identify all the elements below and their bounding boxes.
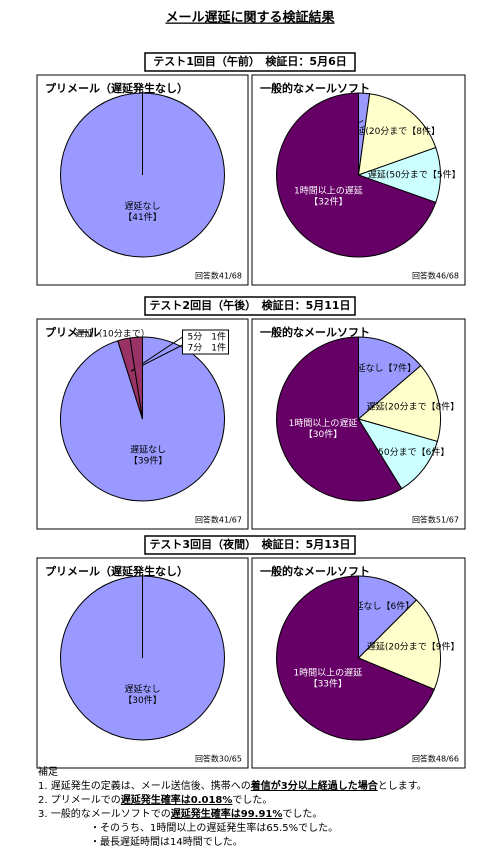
chart-note: 回答数41/67 (195, 515, 242, 525)
note-text: 2. プリメールでの (38, 795, 121, 806)
slice-label: 【39件】 (129, 454, 167, 466)
note-text: とします。 (377, 781, 427, 792)
chart-title: プリメール (45, 325, 100, 339)
slice-label: 遅延なし (130, 443, 166, 455)
chart-title: プリメール（遅延発生なし） (45, 81, 188, 95)
slice-label: 1時間以上の遅延 (294, 184, 363, 196)
chart-title: 一般的なメールソフト (260, 325, 370, 339)
slice-label: 遅延(50分まで【5件】 (368, 169, 461, 181)
section-box (144, 535, 356, 555)
slice-label: 遅延なし (124, 200, 160, 212)
chart-note: 回答数48/66 (412, 754, 459, 764)
pie-slice (357, 93, 437, 176)
slice-label: 遅延なし【6件】 (345, 600, 414, 612)
chart-title: 一般的なメールソフト (260, 564, 370, 578)
note-emphasis: 着信が3分以上経過した場合 (250, 781, 378, 792)
note-item: 1. 遅延発生の定義は、メール送信後、携帯への着信が3分以上経過した場合とします… (38, 780, 427, 794)
pie-slice (276, 575, 435, 741)
section-header: テスト3回目（夜間） 検証日：5月13日 (149, 537, 350, 551)
slice-label: 5分 1件 (188, 331, 226, 343)
chart-note: 回答数30/65 (195, 754, 242, 764)
chart-note: 回答数51/67 (412, 515, 459, 525)
slice-label: 【41件】 (123, 211, 161, 223)
section-header: テスト2回目（午後） 検証日：5月11日 (149, 298, 350, 312)
pie-slice (358, 575, 418, 660)
notes: 補足 1. 遅延発生の定義は、メール送信後、携帯への着信が3分以上経過した場合と… (38, 766, 427, 850)
slice-label: 1時間以上の遅延 (293, 667, 362, 679)
slice-label: 【33件】 (309, 678, 347, 690)
chart-title: 一般的なメールソフト (260, 81, 370, 95)
note-item: 2. プリメールでの遅延発生確率は0.018%でした。 (38, 794, 427, 808)
page-title: メール遅延に関する検証結果 (165, 10, 334, 26)
pie-slice (357, 599, 441, 691)
pie-slice (129, 336, 143, 420)
note-text: 1. 遅延発生の定義は、メール送信後、携帯への (38, 781, 251, 792)
section-box (144, 52, 356, 72)
slice-label: 【30件】 (123, 694, 161, 706)
note-sub-item: ・そのうち、1時間以上の遅延発生率は65.5%でした。 (90, 823, 339, 834)
chart-title: プリメール（遅延発生なし） (45, 564, 188, 578)
note-text: でした。 (282, 809, 323, 820)
notes-heading: 補足 (38, 767, 58, 778)
slice-label: 遅延なし【7件】 (347, 362, 416, 374)
chart-note: 回答数46/68 (412, 271, 459, 281)
slice-label: 遅延(20分まで【8件】 (347, 125, 440, 137)
chart-note: 回答数41/68 (195, 271, 242, 281)
slice-label: 遅延(20分まで【8件】 (367, 401, 460, 413)
pie-slice (357, 364, 441, 443)
pie-slice (357, 418, 438, 490)
slice-label: 遅延(20分まで【9件】 (367, 641, 460, 653)
note-text: 3. 一般的なメールソフトでの (38, 809, 171, 820)
pie-slice (276, 336, 403, 502)
slice-label: 遅延なし (124, 683, 160, 695)
section-box (144, 296, 356, 316)
pie-slice (276, 92, 437, 258)
pie-slice (358, 336, 422, 421)
note-item: 3. 一般的なメールソフトでの遅延発生確率は99.91%でした。 (38, 808, 427, 822)
note-sub-item: ・最長遅延時間は14時間でした。 (90, 837, 243, 848)
annotation: 遅延（10分まで） (75, 328, 149, 340)
callout-box (182, 329, 229, 355)
section-header: テスト1回目（午前） 検証日：5月6日 (153, 54, 346, 68)
slice-label: 【32件】 (309, 195, 347, 207)
note-text: でした。 (232, 795, 273, 806)
slice-label: 1時間以上の遅延 (289, 417, 358, 429)
note-emphasis: 遅延発生確率は99.91% (170, 809, 283, 820)
slice-label: 【30件】 (304, 428, 342, 440)
slice-label: 7分 1件 (188, 342, 226, 354)
note-emphasis: 遅延発生確率は0.018% (120, 795, 233, 806)
